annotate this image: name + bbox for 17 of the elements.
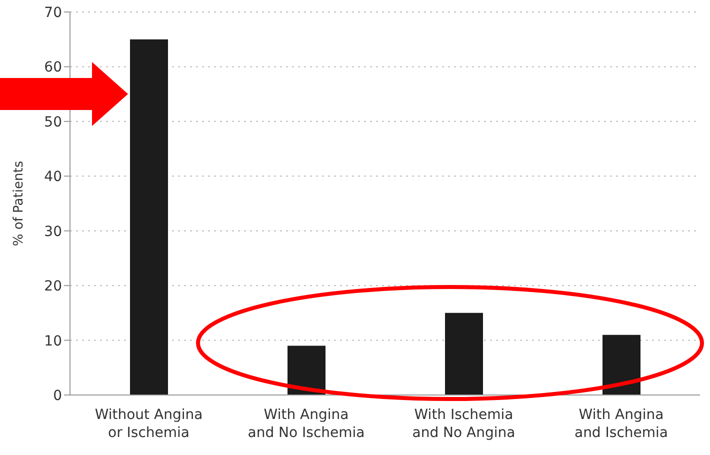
bar [288,346,326,395]
x-tick-label: Without Angina or Ischemia [94,407,203,441]
y-tick-label: 30 [44,224,62,240]
y-tick-label: 20 [44,278,62,295]
y-tick-label: 70 [44,4,62,21]
x-tick-label: With Angina and Ischemia [574,407,668,441]
x-tick-label: With Ischemia and No Angina [412,407,516,441]
bar [445,312,483,395]
y-axis-title: % of Patients [12,160,27,246]
bar [130,39,168,395]
y-tick-label: 40 [44,169,62,186]
bar [602,334,640,395]
y-tick-label: 60 [44,60,62,76]
x-tick-label: With Angina and No Ischemia [248,407,365,441]
y-tick-label: 0 [53,388,62,404]
y-tick-label: 50 [44,114,62,130]
y-tick-label: 10 [44,333,62,350]
